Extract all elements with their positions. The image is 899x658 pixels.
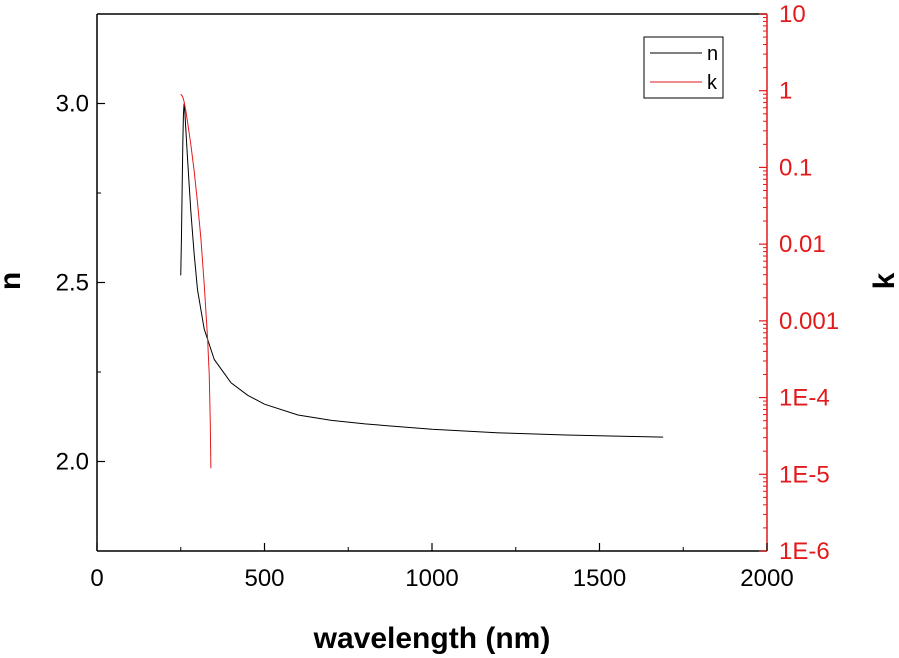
legend: nk (643, 36, 724, 99)
y-left-tick-label: 2.0 (56, 449, 89, 476)
y-right-tick-label: 10 (779, 1, 806, 28)
y-axis-left: 2.0 2.5 3.0 (56, 91, 105, 476)
series-n-line (180, 103, 664, 438)
y-right-tick-label: 1E-5 (779, 461, 830, 488)
y-right-tick-label: 1E-4 (779, 385, 830, 412)
y-right-tick-label: 1E-6 (779, 538, 830, 565)
legend-label-k: k (707, 72, 718, 94)
legend-box (643, 36, 724, 99)
y-left-tick-label: 2.5 (56, 270, 89, 297)
y-axis-right-title: k (868, 272, 899, 289)
y-left-tick-label: 3.0 (56, 91, 89, 118)
x-axis: 0 500 1000 1500 2000 (90, 543, 794, 592)
y-axis-right: 1E-6 1E-5 1E-4 0.001 0.01 0.1 1 10 (759, 1, 839, 565)
legend-label-n: n (707, 43, 718, 65)
y-right-tick-label: 0.01 (779, 231, 826, 258)
series-k-line (180, 93, 212, 469)
x-tick-label: 1500 (573, 565, 626, 592)
y-right-tick-label: 0.001 (779, 308, 839, 335)
series-layer (180, 93, 664, 469)
x-tick-label: 0 (90, 565, 103, 592)
x-axis-title: wavelength (nm) (313, 622, 551, 655)
x-tick-label: 2000 (740, 565, 793, 592)
x-tick-label: 500 (244, 565, 284, 592)
y-right-tick-label: 1 (779, 78, 792, 105)
y-axis-left-title: n (0, 272, 27, 290)
y-right-tick-label: 0.1 (779, 154, 812, 181)
x-tick-label: 1000 (405, 565, 458, 592)
